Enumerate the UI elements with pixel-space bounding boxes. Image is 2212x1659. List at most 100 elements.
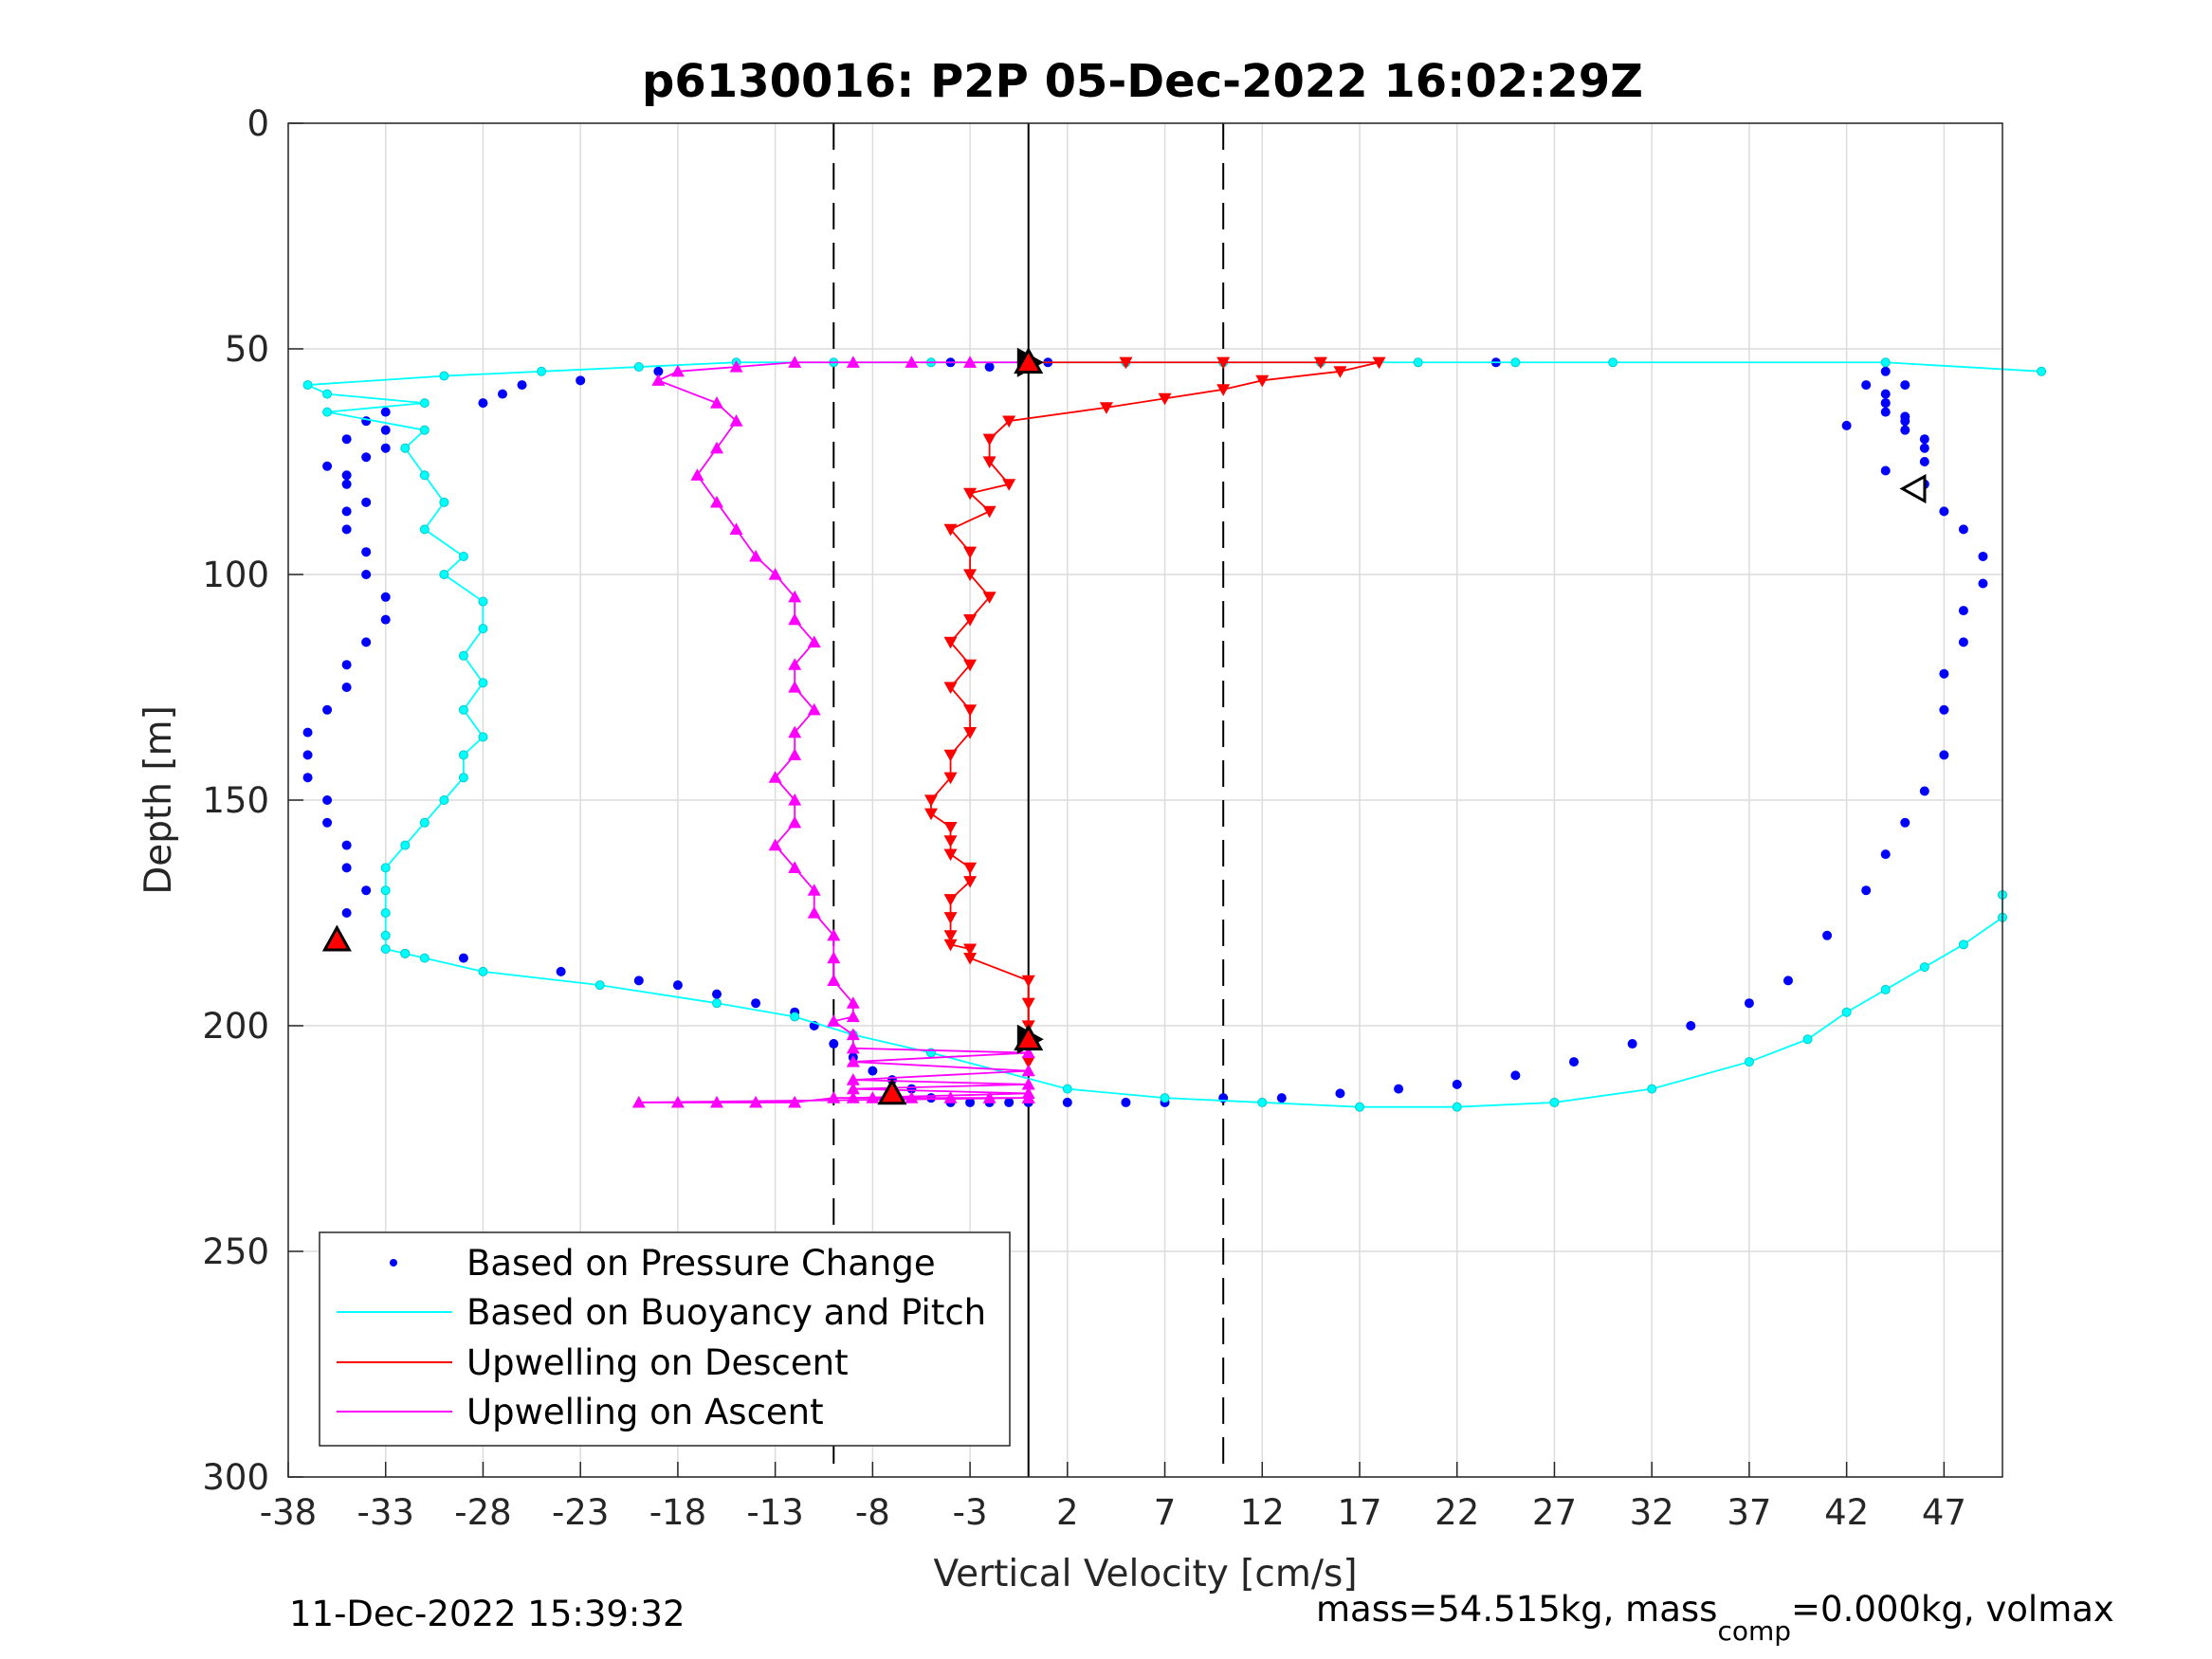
data-point: [924, 794, 938, 807]
data-point: [963, 943, 978, 957]
data-point: [710, 495, 723, 508]
data-point: [380, 885, 391, 896]
data-point: [827, 1091, 841, 1103]
data-point: [1549, 1097, 1560, 1107]
series-layer: [302, 356, 2047, 1112]
data-point: [1257, 1097, 1268, 1107]
data-point: [498, 389, 507, 399]
data-point: [361, 416, 372, 427]
data-point: [1021, 1056, 1035, 1069]
data-point: [846, 1073, 860, 1085]
data-point: [829, 1039, 839, 1049]
data-point: [905, 356, 919, 368]
data-point: [341, 470, 352, 481]
data-point: [1958, 524, 1968, 535]
data-point: [631, 1095, 646, 1108]
data-point: [729, 522, 743, 535]
data-point: [1841, 420, 1852, 430]
data-point: [400, 443, 411, 453]
y-tick-label: 100: [202, 555, 269, 595]
x-axis-label: Vertical Velocity [cm/s]: [933, 1553, 1357, 1595]
data-point: [1452, 1102, 1462, 1112]
data-point: [943, 939, 958, 952]
data-point: [846, 1010, 860, 1023]
data-point: [982, 505, 996, 519]
x-tick-label: 37: [1727, 1492, 1771, 1533]
data-point: [380, 944, 391, 955]
data-point: [807, 906, 821, 919]
data-point: [768, 838, 782, 851]
data-point: [1372, 356, 1386, 370]
data-point: [400, 948, 411, 958]
data-point: [1062, 1084, 1072, 1094]
data-point: [846, 1082, 860, 1095]
data-point: [827, 928, 841, 941]
data-point: [478, 732, 488, 742]
data-point: [1686, 1021, 1696, 1030]
data-point: [984, 362, 995, 373]
data-point: [943, 894, 958, 906]
data-point: [341, 660, 352, 670]
data-point: [749, 1095, 763, 1108]
data-point: [982, 1091, 996, 1103]
data-point: [341, 840, 352, 850]
data-point: [1062, 1097, 1072, 1107]
data-point: [1900, 425, 1910, 435]
data-point: [1939, 704, 1949, 715]
data-point: [963, 487, 978, 501]
data-point: [846, 1091, 860, 1103]
data-point: [1919, 962, 1929, 973]
data-point: [341, 434, 352, 445]
data-point: [768, 771, 782, 783]
data-point: [341, 908, 352, 918]
data-point: [943, 821, 958, 834]
data-point: [302, 380, 313, 391]
chart-title: p6130016: P2P 05-Dec-2022 16:02:29Z: [642, 55, 1643, 108]
data-point: [788, 793, 802, 806]
data-point: [788, 590, 802, 603]
data-point: [963, 546, 978, 559]
event-marker: [1899, 474, 1927, 504]
data-point: [380, 863, 391, 873]
data-point: [1021, 1064, 1035, 1077]
data-point: [1958, 606, 1968, 616]
data-point: [943, 636, 958, 649]
data-point: [361, 547, 372, 557]
data-point: [341, 479, 352, 489]
data-point: [1119, 356, 1133, 370]
data-point: [361, 637, 372, 647]
data-point: [1002, 415, 1016, 428]
data-point: [633, 362, 644, 373]
data-point: [788, 725, 802, 738]
data-point: [458, 650, 468, 661]
legend: Based on Pressure Change Based on Buoyan…: [319, 1231, 1011, 1447]
data-point: [419, 953, 430, 963]
data-point: [1021, 975, 1035, 988]
data-point: [710, 1095, 723, 1108]
data-point: [788, 681, 802, 693]
data-point: [710, 441, 723, 454]
x-tick-label: -13: [746, 1492, 803, 1533]
data-point: [1510, 1070, 1521, 1081]
y-tick-label: 0: [247, 103, 269, 144]
data-point: [788, 861, 802, 873]
x-tick-label: -3: [953, 1492, 988, 1533]
data-point: [1255, 374, 1270, 388]
data-point: [1958, 637, 1968, 647]
y-tick-label: 250: [202, 1231, 269, 1272]
legend-label-ascent: Upwelling on Ascent: [466, 1392, 824, 1432]
data-point: [827, 974, 841, 986]
x-tick-label: 17: [1337, 1492, 1381, 1533]
data-point: [729, 414, 743, 427]
data-point: [963, 727, 978, 739]
data-point: [419, 470, 430, 481]
data-point: [1004, 1097, 1015, 1107]
data-point: [1939, 506, 1949, 517]
data-point: [1158, 392, 1172, 406]
data-point: [943, 523, 958, 537]
data-point: [2037, 366, 2047, 376]
data-point: [943, 1091, 958, 1103]
data-point: [1880, 984, 1891, 994]
data-point: [478, 678, 488, 688]
